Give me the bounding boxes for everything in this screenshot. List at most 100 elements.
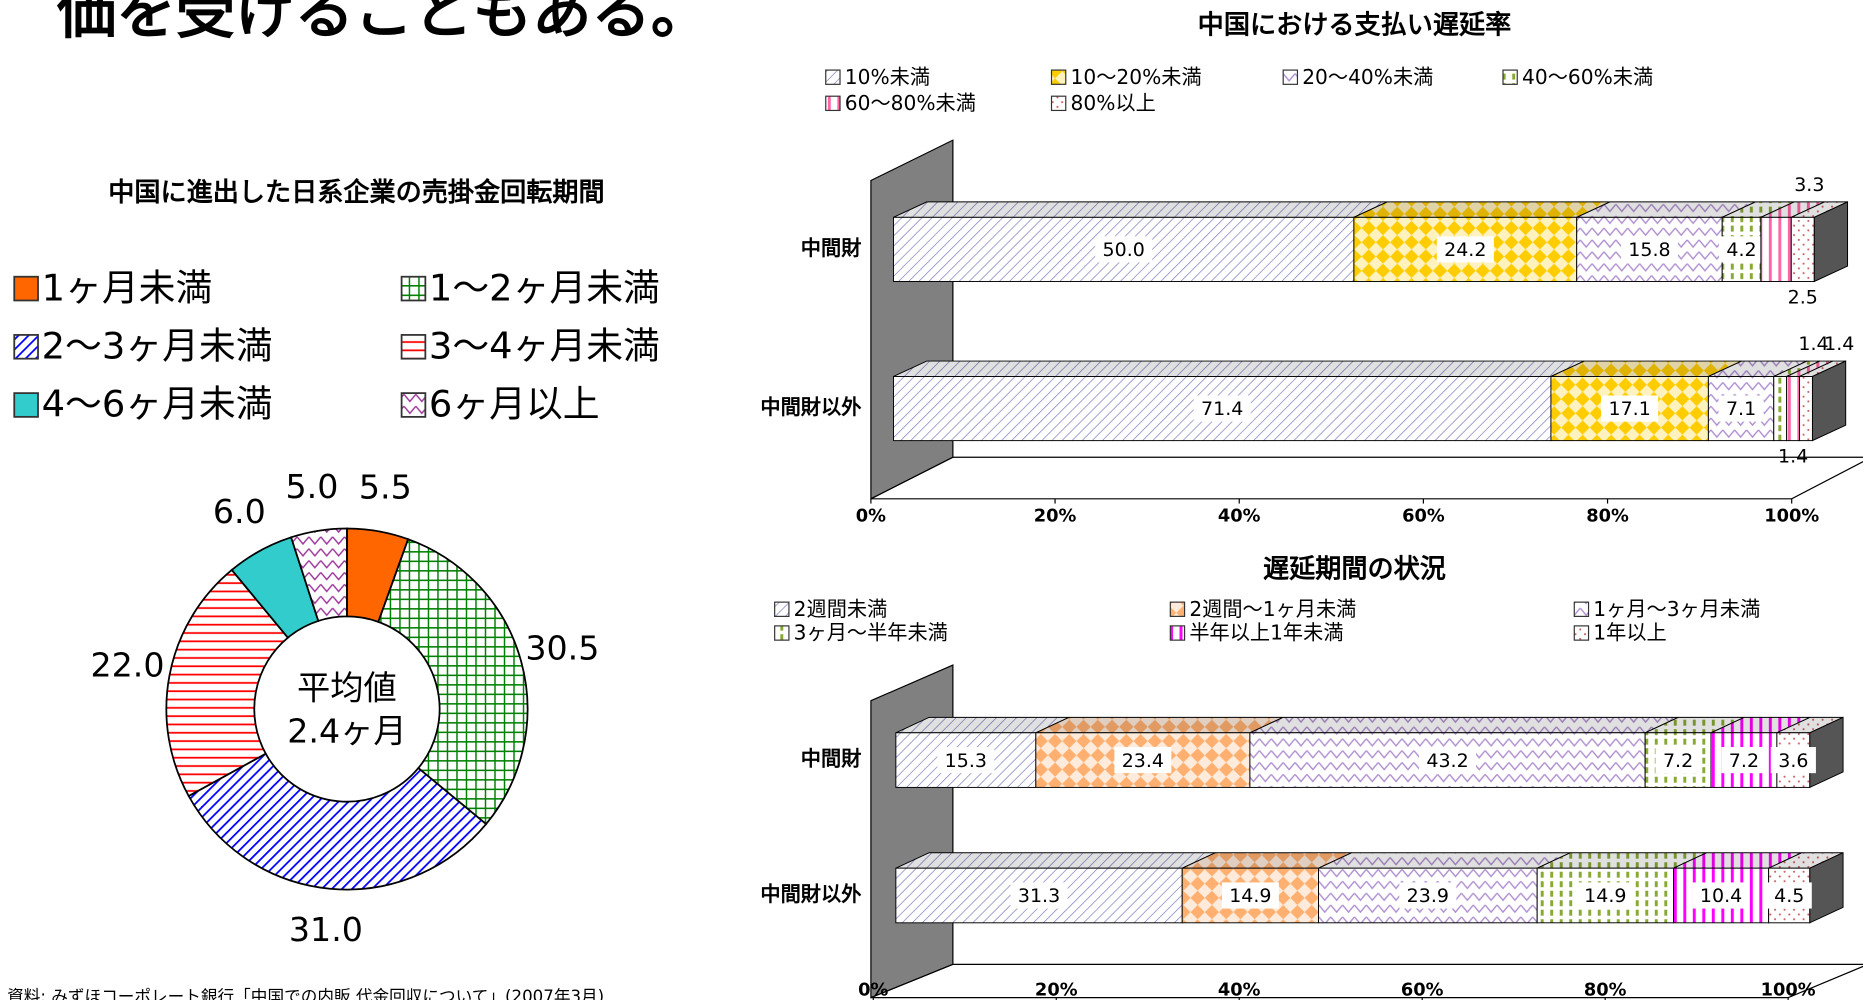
legend-label: 3ヶ月〜半年未満 bbox=[794, 621, 948, 645]
center-annotation: 平均値 bbox=[297, 669, 397, 708]
data-label: 2.5 bbox=[1788, 287, 1818, 309]
data-label-box bbox=[1718, 236, 1765, 263]
legend-swatch bbox=[774, 601, 790, 617]
legend-swatch bbox=[825, 95, 841, 112]
data-label-box bbox=[1399, 882, 1457, 909]
legend-label: 20〜40%未満 bbox=[1302, 65, 1433, 89]
data-label: 15.8 bbox=[1628, 239, 1670, 261]
data-label: 4.2 bbox=[1726, 239, 1756, 261]
data-label-box bbox=[937, 747, 995, 774]
legend-label: 10%未満 bbox=[845, 65, 930, 89]
category-label: 中間財以外 bbox=[760, 882, 862, 906]
data-label: 24.2 bbox=[1444, 239, 1486, 261]
legend-swatch bbox=[1050, 95, 1067, 112]
data-label: 3.6 bbox=[1778, 750, 1808, 772]
data-label-box bbox=[1193, 395, 1251, 422]
data-label: 10.4 bbox=[1700, 885, 1742, 907]
legend-label: 半年以上1年未満 bbox=[1189, 621, 1343, 645]
data-label: 6.0 bbox=[213, 492, 266, 531]
x-tick-label: 80% bbox=[1586, 506, 1629, 527]
legend-label: 1〜2ヶ月未満 bbox=[429, 266, 660, 309]
data-label: 17.1 bbox=[1609, 398, 1651, 420]
center-annotation: 2.4ヶ月 bbox=[287, 711, 406, 750]
x-tick-label: 80% bbox=[1584, 980, 1627, 1000]
legend-label: 80%以上 bbox=[1071, 91, 1156, 115]
data-label: 23.9 bbox=[1407, 885, 1449, 907]
data-label: 5.5 bbox=[359, 468, 412, 507]
chart-title: 遅延期間の状況 bbox=[1263, 555, 1446, 585]
chart-title: 中国に進出した日系企業の売掛金回転期間 bbox=[108, 177, 604, 208]
x-tick-label: 40% bbox=[1218, 506, 1261, 527]
data-label-box bbox=[1620, 236, 1678, 263]
data-label-box bbox=[1601, 395, 1659, 422]
data-label: 15.3 bbox=[945, 750, 987, 772]
x-tick-label: 60% bbox=[1402, 506, 1445, 527]
legend-swatch bbox=[1169, 601, 1186, 617]
legend-label: 1ヶ月〜3ヶ月未満 bbox=[1593, 597, 1760, 621]
legend-swatch bbox=[1282, 69, 1299, 85]
x-tick-label: 100% bbox=[1764, 506, 1819, 527]
legend-label: 60〜80%未満 bbox=[845, 91, 976, 115]
data-label: 23.4 bbox=[1122, 750, 1164, 772]
data-label-box bbox=[1095, 236, 1153, 263]
category-label: 中間財 bbox=[801, 747, 862, 771]
bar-segment bbox=[1799, 360, 1847, 442]
data-label: 50.0 bbox=[1103, 239, 1145, 261]
data-label: 4.5 bbox=[1774, 885, 1804, 907]
data-label-box bbox=[1221, 882, 1279, 909]
bar-segment bbox=[1790, 201, 1849, 283]
x-tick-label: 60% bbox=[1401, 980, 1444, 1000]
data-label: 1.4 bbox=[1778, 446, 1808, 468]
legend-swatch bbox=[825, 69, 841, 85]
data-label: 14.9 bbox=[1584, 885, 1626, 907]
data-label-box bbox=[1692, 882, 1750, 909]
legend-swatch bbox=[1169, 625, 1186, 641]
legend-label: 2週間未満 bbox=[794, 597, 888, 621]
data-label-box bbox=[1436, 236, 1494, 263]
data-label-box bbox=[1770, 747, 1816, 774]
data-label-box bbox=[1576, 882, 1634, 909]
legend-swatch bbox=[13, 275, 39, 302]
legend-label: 1ヶ月未満 bbox=[42, 266, 213, 309]
legend-label: 40〜60%未満 bbox=[1522, 65, 1653, 89]
donut-segment bbox=[290, 527, 348, 623]
legend-label: 3〜4ヶ月未満 bbox=[429, 324, 660, 367]
x-tick-label: 40% bbox=[1218, 980, 1261, 1000]
back-wall bbox=[870, 664, 954, 999]
data-label: 30.5 bbox=[525, 629, 599, 668]
legend-swatch bbox=[1050, 69, 1067, 85]
bar-segment bbox=[1035, 716, 1284, 788]
floor bbox=[870, 963, 1863, 999]
category-label: 中間財以外 bbox=[760, 395, 862, 419]
legend-swatch bbox=[400, 334, 427, 360]
bar-segment bbox=[1550, 360, 1742, 442]
data-label: 7.1 bbox=[1726, 398, 1756, 420]
data-label: 22.0 bbox=[90, 646, 164, 685]
legend-swatch bbox=[13, 392, 39, 418]
x-tick-label: 20% bbox=[1035, 980, 1078, 1000]
x-tick-label: 20% bbox=[1034, 506, 1077, 527]
data-label-box bbox=[1419, 747, 1477, 774]
legend-swatch bbox=[1573, 625, 1590, 641]
legend-label: 4〜6ヶ月未満 bbox=[42, 383, 273, 426]
data-label: 1.4 bbox=[1824, 333, 1854, 355]
data-label: 31.0 bbox=[289, 910, 363, 949]
data-label-box bbox=[1655, 747, 1701, 774]
donut-segment bbox=[377, 538, 529, 826]
legend-swatch bbox=[400, 275, 427, 302]
data-label-box bbox=[1718, 395, 1764, 422]
floor bbox=[870, 456, 1863, 500]
data-label-box bbox=[1721, 747, 1767, 774]
data-label: 14.9 bbox=[1229, 885, 1271, 907]
source-note: 資料: みずほコーポレート銀行「中国での内販 代金回収について」(2007年3月… bbox=[7, 987, 604, 1000]
donut-segment bbox=[165, 568, 290, 798]
data-label-box bbox=[1114, 747, 1172, 774]
data-label-box bbox=[1766, 882, 1812, 909]
legend-label: 6ヶ月以上 bbox=[429, 383, 600, 426]
bar-segment bbox=[1536, 852, 1707, 924]
data-label: 5.0 bbox=[286, 467, 339, 506]
bar-segment bbox=[1673, 852, 1803, 924]
x-tick-label: 100% bbox=[1761, 980, 1816, 1000]
legend-swatch bbox=[400, 392, 427, 418]
